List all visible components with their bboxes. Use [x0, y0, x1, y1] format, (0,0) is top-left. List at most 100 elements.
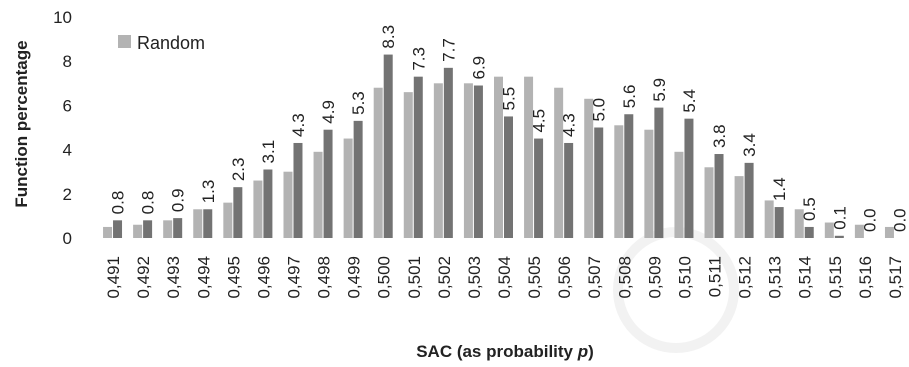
bar-series-1-0,513: [764, 200, 774, 238]
x-tick-label-0,512: 0,512: [736, 256, 755, 299]
bar-series-1-0,493: [163, 220, 173, 238]
bar-series-2-0,495: [233, 187, 243, 238]
data-label-0,505: 4.5: [530, 109, 549, 133]
bar-series-1-0,504: [494, 76, 503, 238]
bar-series-1-0,510: [674, 151, 684, 238]
x-tick-label-0,504: 0,504: [495, 256, 514, 299]
legend: Random: [118, 33, 205, 53]
bar-series-2-0,513: [774, 207, 784, 238]
bar-series-1-0,511: [704, 167, 714, 238]
legend-label-random: Random: [137, 33, 205, 53]
data-label-0,510: 5.4: [680, 89, 699, 113]
bar-series-1-0,501: [403, 92, 413, 238]
data-label-0,502: 7.7: [439, 38, 458, 62]
bar-series-2-0,506: [564, 142, 574, 238]
bar-series-2-0,496: [263, 169, 273, 238]
bar-series-2-0,502: [443, 67, 453, 238]
x-tick-label-0,510: 0,510: [675, 256, 694, 299]
data-label-0,503: 6.9: [469, 56, 488, 80]
bar-series-2-0,494: [203, 209, 213, 238]
bar-series-2-0,507: [594, 127, 604, 238]
legend-swatch-random: [118, 35, 131, 48]
bar-series-1-0,497: [283, 171, 293, 238]
bar-series-1-0,516: [854, 224, 864, 238]
y-tick-label-6: 6: [63, 96, 72, 115]
x-tick-label-0,501: 0,501: [405, 256, 424, 299]
x-tick-label-0,497: 0,497: [284, 256, 303, 299]
bar-series-1-0,507: [584, 98, 594, 239]
y-axis-ticks: 0 2 4 6 8 10: [53, 8, 72, 248]
data-labels-layer: 0.8 0.8 0.9 1.3 2.3 3.1 4.3 4.9 5.3 8.3 7.3 7.7 6.9 5…: [109, 25, 909, 232]
x-tick-label-0,499: 0,499: [345, 256, 364, 299]
data-label-0,513: 1.4: [770, 177, 789, 201]
bar-series-2-0,504: [504, 116, 513, 238]
bars-layer: [103, 54, 894, 239]
bar-series-1-0,496: [253, 180, 263, 238]
x-tick-label-0,515: 0,515: [826, 256, 845, 299]
data-label-0,491: 0.8: [109, 191, 128, 215]
x-axis-ticks: 0,491 0,492 0,493 0,494 0,495 0,496 0,497 0,498…: [104, 256, 905, 299]
bar-series-2-0,497: [293, 142, 303, 238]
x-tick-label-0,494: 0,494: [194, 256, 213, 299]
data-label-0,495: 2.3: [229, 158, 248, 182]
x-tick-label-0,500: 0,500: [375, 256, 394, 299]
data-label-0,516: 0.0: [860, 208, 879, 232]
x-tick-label-0,491: 0,491: [104, 256, 123, 299]
data-label-0,494: 1.3: [199, 180, 218, 204]
y-tick-label-8: 8: [63, 52, 72, 71]
x-tick-label-0,514: 0,514: [796, 256, 815, 299]
bar-series-2-0,500: [383, 54, 393, 238]
bar-series-1-0,494: [193, 209, 203, 238]
data-label-0,500: 8.3: [379, 25, 398, 49]
bar-series-1-0,503: [463, 83, 473, 238]
bar-series-2-0,503: [473, 85, 483, 238]
x-tick-label-0,493: 0,493: [164, 256, 183, 299]
x-axis-title-end: ): [588, 342, 594, 361]
bar-series-1-0,517: [884, 226, 894, 238]
data-label-0,508: 5.6: [620, 85, 639, 109]
bar-series-2-0,498: [323, 129, 333, 238]
bar-series-2-0,514: [804, 226, 814, 238]
x-tick-label-0,502: 0,502: [435, 256, 454, 299]
bar-series-2-0,512: [744, 162, 754, 238]
data-label-0,517: 0.0: [890, 208, 909, 232]
bar-series-1-0,492: [133, 224, 143, 238]
x-tick-label-0,503: 0,503: [465, 256, 484, 299]
bar-series-1-0,508: [614, 125, 624, 238]
x-tick-label-0,517: 0,517: [886, 256, 905, 299]
data-label-0,496: 3.1: [259, 140, 278, 164]
data-label-0,506: 4.3: [560, 113, 579, 137]
data-label-0,492: 0.8: [139, 191, 158, 215]
x-axis-title-variable: p: [577, 342, 588, 361]
bar-series-2-0,510: [684, 118, 694, 238]
data-label-0,501: 7.3: [409, 47, 428, 71]
x-tick-label-0,506: 0,506: [555, 256, 574, 299]
bar-series-1-0,499: [343, 138, 353, 238]
data-label-0,504: 5.5: [500, 87, 519, 111]
y-axis-title: Function percentage: [12, 40, 31, 207]
y-tick-label-10: 10: [53, 8, 72, 27]
y-tick-label-0: 0: [63, 229, 72, 248]
x-axis-title-main: SAC (as probability: [416, 342, 578, 361]
bar-series-1-0,509: [644, 129, 654, 238]
bar-series-2-0,509: [654, 107, 664, 238]
data-label-0,514: 0.5: [800, 197, 819, 221]
bar-series-1-0,502: [433, 83, 443, 238]
data-label-0,507: 5.0: [590, 98, 609, 122]
x-axis-title: SAC (as probability p): [416, 342, 594, 361]
x-tick-label-0,509: 0,509: [645, 256, 664, 299]
x-tick-label-0,507: 0,507: [585, 256, 604, 299]
x-tick-label-0,508: 0,508: [615, 256, 634, 299]
data-label-0,498: 4.9: [319, 100, 338, 124]
bar-series-2-0,493: [173, 218, 183, 238]
bar-series-1-0,498: [313, 151, 323, 238]
x-tick-label-0,511: 0,511: [706, 256, 725, 297]
y-tick-label-4: 4: [63, 141, 72, 160]
bar-series-1-0,512: [734, 176, 744, 238]
bar-series-2-0,491: [113, 220, 123, 238]
x-tick-label-0,513: 0,513: [766, 256, 785, 299]
bar-series-1-0,514: [794, 209, 804, 238]
data-label-0,512: 3.4: [740, 133, 759, 157]
x-tick-label-0,505: 0,505: [525, 256, 544, 299]
bar-series-1-0,495: [223, 202, 233, 238]
